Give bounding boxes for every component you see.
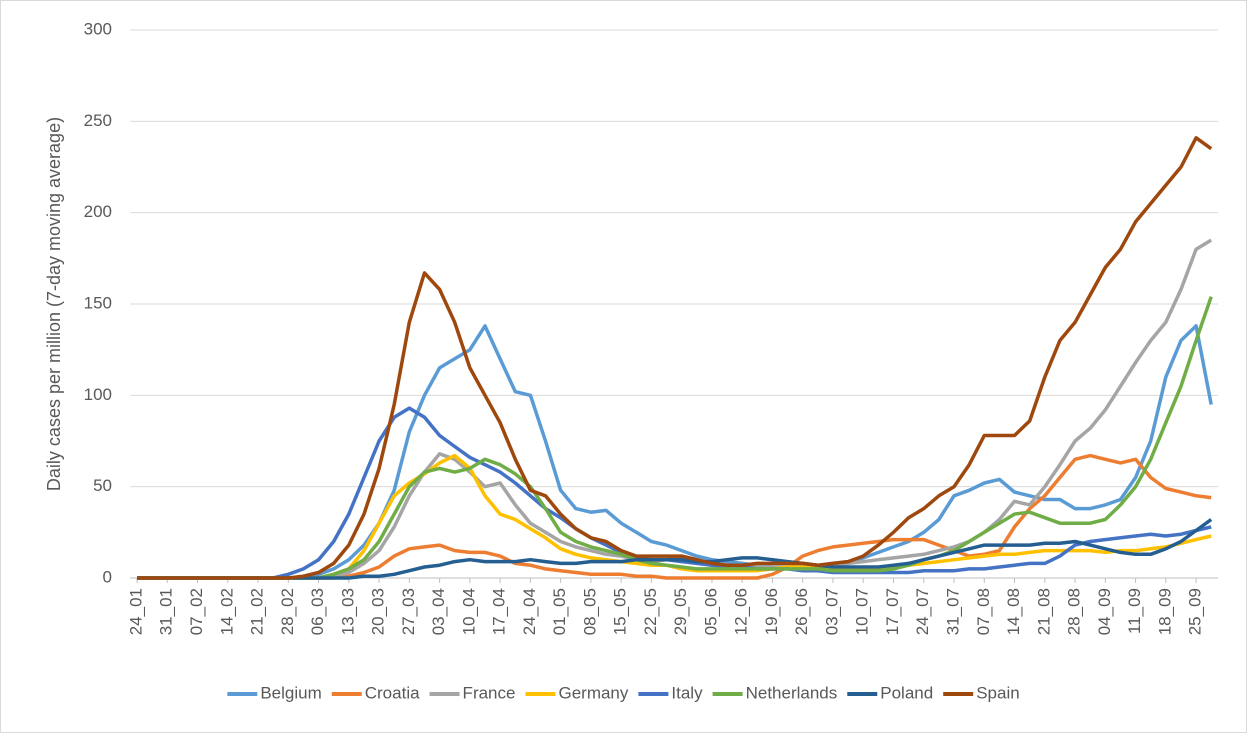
x-tick-label: 26_06 <box>792 588 811 635</box>
x-tick-label: 11_09 <box>1125 588 1144 634</box>
x-tick-label: 14_02 <box>217 588 236 635</box>
x-tick-label: 01_05 <box>550 588 569 635</box>
x-tick-label: 31_01 <box>157 588 176 635</box>
x-tick-label: 24_07 <box>913 588 932 635</box>
x-tick-label: 17_04 <box>490 588 509 635</box>
y-axis-label: Daily cases per million (7-day moving av… <box>44 117 64 491</box>
y-tick-label: 50 <box>93 476 112 495</box>
x-tick-label: 28_02 <box>278 588 297 635</box>
x-tick-label: 10_07 <box>853 588 872 635</box>
y-tick-label: 100 <box>84 385 112 404</box>
x-tick-label: 03_04 <box>429 588 448 635</box>
y-tick-label: 150 <box>84 293 112 312</box>
x-tick-label: 31_07 <box>944 588 963 635</box>
legend-label: Italy <box>671 683 703 702</box>
x-tick-label: 24_04 <box>520 588 539 635</box>
x-tick-label: 14_08 <box>1004 588 1023 635</box>
legend-label: Netherlands <box>746 683 838 702</box>
legend-label: Belgium <box>260 683 321 702</box>
series-line <box>137 518 1213 580</box>
x-tick-label: 07_02 <box>187 588 206 635</box>
x-tick-label: 22_05 <box>641 588 660 635</box>
legend-label: Croatia <box>365 683 420 702</box>
legend: Belgium Croatia France Germany Italy Netherla… <box>227 683 1020 702</box>
x-tick-label: 05_06 <box>701 588 720 635</box>
x-tick-label: 07_08 <box>974 588 993 635</box>
x-tick-label: 19_06 <box>762 588 781 635</box>
y-tick-label: 200 <box>84 202 112 221</box>
x-tick-label: 06_03 <box>308 588 327 635</box>
y-tick-label: 250 <box>84 111 112 130</box>
x-tick-label: 10_04 <box>459 588 478 635</box>
x-tick-label: 18_09 <box>1155 588 1174 635</box>
x-tick-label: 03_07 <box>822 588 841 635</box>
y-tick-label: 300 <box>84 19 112 38</box>
x-tick-label: 28_08 <box>1065 588 1084 635</box>
x-tick-label: 25_09 <box>1186 588 1205 635</box>
legend-label: Germany <box>558 683 628 702</box>
legend-label: Spain <box>976 683 1019 702</box>
legend-label: France <box>463 683 516 702</box>
x-tick-label: 29_05 <box>671 588 690 635</box>
x-tick-label: 21_02 <box>248 588 267 635</box>
x-tick-label: 04_09 <box>1095 588 1114 635</box>
legend-label: Poland <box>880 683 933 702</box>
x-tick-label: 15_05 <box>611 588 630 635</box>
x-tick-label: 13_03 <box>338 588 357 635</box>
x-tick-label: 24_01 <box>126 588 145 635</box>
x-tick-label: 08_05 <box>580 588 599 635</box>
x-tick-label: 21_08 <box>1034 588 1053 635</box>
y-tick-label: 0 <box>103 567 112 586</box>
x-tick-label: 17_07 <box>883 588 902 635</box>
x-tick-label: 12_06 <box>732 588 751 635</box>
series-line <box>137 136 1213 580</box>
x-tick-label: 20_03 <box>369 588 388 635</box>
x-tick-label: 27_03 <box>399 588 418 635</box>
